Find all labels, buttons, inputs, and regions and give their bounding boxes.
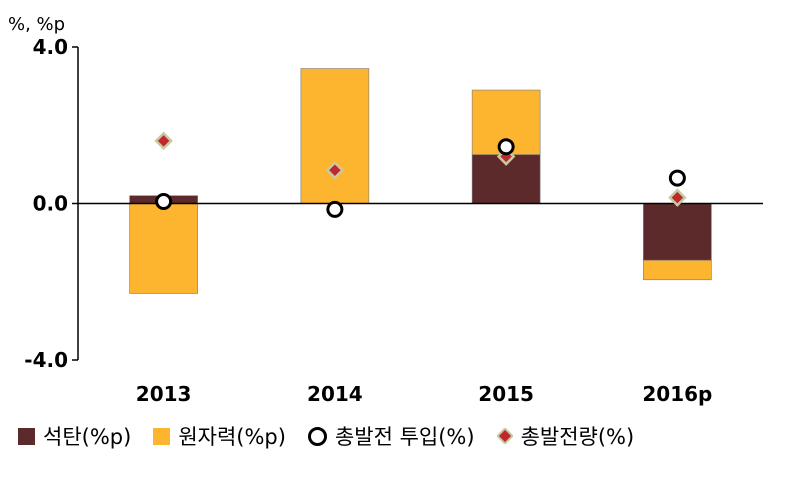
x-tick-label: 2016p — [642, 382, 712, 406]
legend-item-total-generation: 총발전량(%) — [496, 421, 635, 451]
legend-label-nuclear: 원자력(%p) — [178, 425, 286, 449]
x-tick-label: 2014 — [307, 382, 363, 406]
x-tick-label: 2013 — [136, 382, 192, 406]
legend-item-nuclear: 원자력(%p) — [153, 421, 286, 451]
bar-group — [129, 68, 712, 294]
x-axis-labels: 2013 2014 2015 2016p — [136, 382, 713, 406]
y-tick-label: -4.0 — [24, 348, 68, 372]
bar-segment — [300, 68, 370, 204]
legend-item-total-input: 총발전 투입(%) — [307, 421, 475, 451]
diamond-marker — [325, 160, 345, 180]
legend-swatch-nuclear — [153, 427, 171, 445]
legend-label-total-input: 총발전 투입(%) — [334, 425, 475, 449]
y-axis-ticks: 4.0 0.0 -4.0 — [24, 35, 78, 372]
x-tick-label: 2015 — [478, 382, 534, 406]
diamond-marker — [154, 131, 173, 151]
bar-segment — [643, 259, 712, 281]
circle-marker — [326, 200, 344, 218]
diamond-marker — [668, 188, 687, 207]
circle-marker — [668, 169, 686, 187]
y-axis-unit-label: %, %p — [8, 14, 65, 35]
legend: 석탄(%p) 원자력(%p) 총발전 투입(%) 총발전량(%) — [18, 418, 656, 454]
legend-item-coal: 석탄(%p) — [18, 421, 131, 451]
bar-segment — [471, 154, 541, 204]
y-tick-label: 4.0 — [33, 35, 68, 59]
circle-marker — [497, 138, 515, 156]
legend-swatch-coal — [18, 427, 35, 445]
marker-group — [154, 131, 687, 218]
y-tick-label: 0.0 — [33, 192, 68, 216]
circle-marker — [155, 193, 173, 211]
legend-label-total-generation: 총발전량(%) — [520, 425, 635, 449]
legend-label-coal: 석탄(%p) — [43, 425, 132, 449]
bar-segment — [129, 203, 198, 294]
legend-diamond-marker — [496, 428, 513, 444]
bar-segment — [643, 203, 712, 261]
legend-circle-marker — [307, 426, 327, 446]
